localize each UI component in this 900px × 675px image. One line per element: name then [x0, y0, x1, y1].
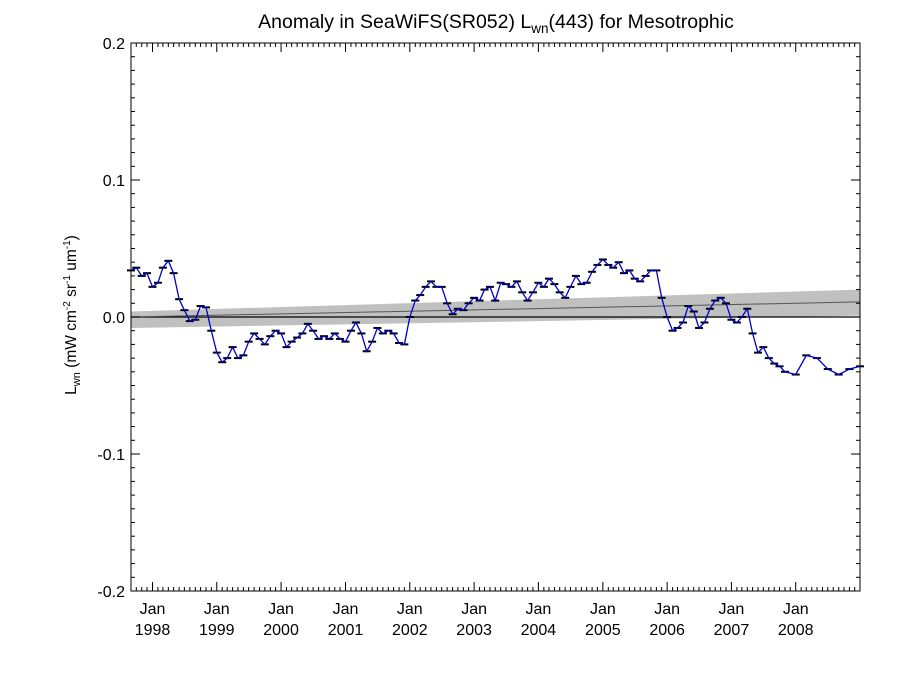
series-layer [130, 258, 861, 376]
title-subscript: wn [530, 21, 548, 36]
title-tail: (443) for Mesotrophic [549, 11, 735, 33]
x-tick-label-year: 2007 [714, 622, 750, 639]
x-tick-label-year: 2005 [585, 622, 621, 639]
x-tick-label-year: 1998 [135, 622, 171, 639]
x-tick-label-month: Jan [397, 601, 423, 618]
y-tick-label: 0.1 [103, 173, 125, 190]
x-tick-label-month: Jan [719, 601, 745, 618]
x-tick-label-month: Jan [654, 601, 680, 618]
y-tick-label: -0.2 [97, 584, 125, 601]
x-tick-label-year: 1999 [199, 622, 235, 639]
x-tick-label-year: 2000 [263, 622, 299, 639]
x-tick-label-year: 2001 [328, 622, 364, 639]
title-main: Anomaly in SeaWiFS(SR052) L [258, 11, 531, 33]
trend-line [130, 301, 861, 318]
y-tick-label: 0.2 [103, 36, 125, 53]
x-tick-label-month: Jan [525, 601, 551, 618]
confidence-band-layer [131, 289, 860, 328]
x-tick-label-month: Jan [140, 601, 166, 618]
y-axis-label: Lwn (mW cm-2 sr-1 um-1) [62, 235, 83, 395]
confidence-band [131, 289, 860, 328]
x-tick-label-year: 2003 [456, 622, 492, 639]
x-tick-label-month: Jan [461, 601, 487, 618]
axes: 0.2 0.1 0.0 -0.1 -0.2 Jan 1998 Jan 1999 Jan 2000 Ja… [97, 36, 861, 639]
x-tick-label-year: 2006 [649, 622, 685, 639]
x-tick-label-year: 2008 [778, 622, 814, 639]
x-tick-label-month: Jan [333, 601, 359, 618]
series-line [130, 258, 861, 376]
x-tick-label-month: Jan [204, 601, 230, 618]
x-tick-label-year: 2004 [521, 622, 557, 639]
x-tick-label-year: 2002 [392, 622, 428, 639]
x-tick-label-month: Jan [590, 601, 616, 618]
y-tick-label: 0.0 [103, 310, 125, 327]
x-tick-label-month: Jan [783, 601, 809, 618]
y-tick-label: -0.1 [97, 447, 125, 464]
chart-title: Anomaly in SeaWiFS(SR052) Lwn(443) for M… [258, 11, 734, 36]
x-tick-label-month: Jan [268, 601, 294, 618]
